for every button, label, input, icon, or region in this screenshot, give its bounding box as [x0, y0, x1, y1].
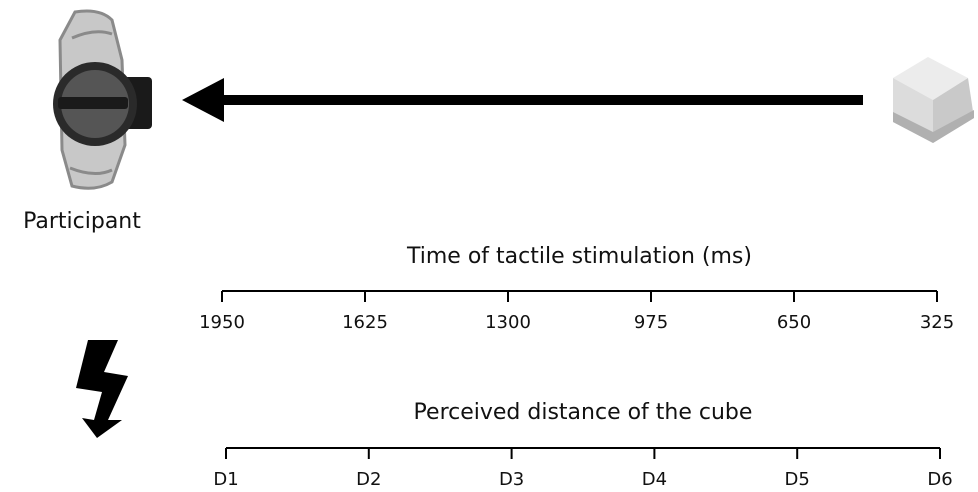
arrow	[182, 78, 863, 122]
tick-label: 975	[634, 312, 668, 333]
tick-label: D1	[213, 469, 238, 490]
tick-label: 1625	[342, 312, 388, 333]
axis-title: Perceived distance of the cube	[414, 400, 753, 425]
tick-label: D2	[356, 469, 381, 490]
axis-title: Time of tactile stimulation (ms)	[406, 244, 752, 269]
tick-label: D5	[785, 469, 810, 490]
tick-label: 1950	[199, 312, 245, 333]
tick-label: 325	[920, 312, 954, 333]
tick-label: D4	[642, 469, 667, 490]
tick-label: D6	[927, 469, 952, 490]
tick-label: D3	[499, 469, 524, 490]
participant-label: Participant	[23, 209, 141, 234]
tick-label: 1300	[485, 312, 531, 333]
lightning-icon	[76, 340, 128, 438]
cube-icon	[893, 57, 974, 143]
participant-icon	[53, 9, 152, 190]
tick-label: 650	[777, 312, 811, 333]
